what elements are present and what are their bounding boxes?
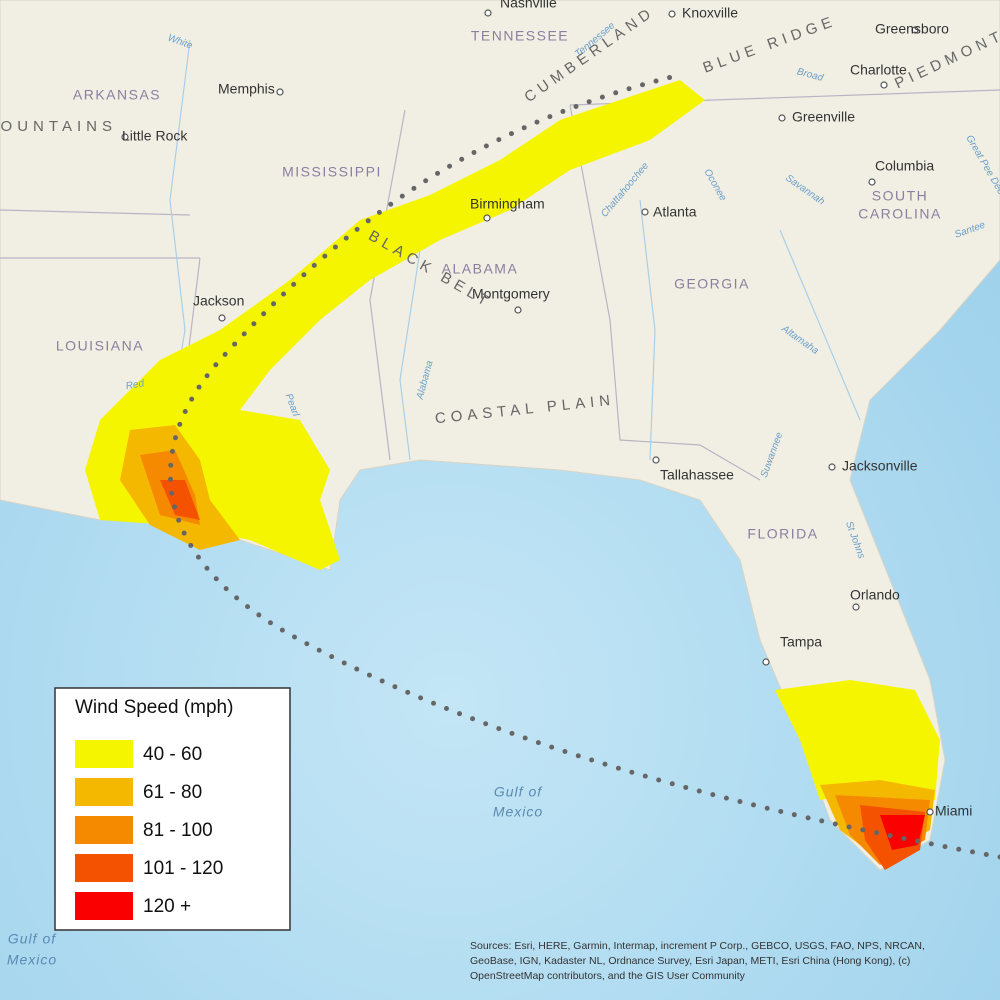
legend-swatch	[75, 892, 133, 920]
city-dot	[668, 10, 676, 18]
water-label: Mexico	[493, 804, 543, 820]
city-dot	[852, 603, 860, 611]
legend-swatch	[75, 740, 133, 768]
attribution-line: GeoBase, IGN, Kadaster NL, Ordnance Surv…	[470, 955, 910, 967]
state-label: MISSISSIPPI	[282, 164, 382, 180]
state-label: FLORIDA	[747, 526, 818, 542]
state-label: CAROLINA	[858, 206, 942, 222]
state-label: SOUTH	[872, 188, 929, 204]
legend-box	[54, 687, 291, 931]
legend-swatch	[75, 816, 133, 844]
city-dot	[218, 314, 226, 322]
city-label: Memphis	[218, 81, 275, 97]
state-label: TENNESSEE	[471, 28, 569, 44]
swath-40-60	[85, 80, 705, 570]
hurricane-track	[168, 72, 1000, 860]
city-dot	[868, 178, 876, 186]
city-dot	[828, 463, 836, 471]
wind-swath	[85, 80, 940, 870]
city-label: Charlotte	[850, 62, 907, 78]
city-dot	[880, 81, 888, 89]
city-dot	[926, 808, 934, 816]
city-dot	[652, 456, 660, 464]
swath-fl-120	[880, 815, 925, 850]
land	[0, 0, 1000, 871]
legend-title: Wind Speed (mph)	[75, 697, 233, 718]
legend-label: 101 - 120	[143, 858, 223, 879]
state-label: LOUISIANA	[56, 338, 144, 354]
attribution-line: OpenStreetMap contributors, and the GIS …	[470, 970, 746, 982]
city-label: Nashville	[500, 0, 557, 11]
legend-swatch	[75, 778, 133, 806]
swath-101-120	[160, 480, 200, 520]
city-label: Atlanta	[653, 204, 697, 220]
city-dot	[121, 133, 129, 141]
water-label: Gulf of	[8, 931, 57, 947]
city-label: Greensboro	[875, 21, 949, 37]
city-label: Orlando	[850, 587, 900, 603]
attribution-line: Sources: Esri, HERE, Garmin, Intermap, i…	[470, 940, 925, 952]
city-label: Columbia	[875, 158, 934, 174]
city-label: Tallahassee	[660, 467, 734, 483]
city-dot	[762, 658, 770, 666]
state-label: ALABAMA	[442, 261, 519, 277]
city-dot	[483, 214, 491, 222]
attribution: Sources: Esri, HERE, Garmin, Intermap, i…	[470, 940, 925, 982]
state-label: GEORGIA	[674, 276, 750, 292]
city-label: Montgomery	[472, 286, 550, 302]
water-label: Mexico	[7, 952, 57, 968]
legend-label: 120 +	[143, 896, 191, 917]
legend-label: 81 - 100	[143, 820, 213, 841]
city-dot	[276, 88, 284, 96]
river-label: Red	[125, 378, 145, 392]
legend: Wind Speed (mph) 40 - 60 61 - 80 81 - 100 1…	[54, 687, 291, 931]
city-label: Jacksonville	[842, 458, 918, 474]
city-dot	[778, 114, 786, 122]
city-label: Knoxville	[682, 5, 738, 21]
city-label: Miami	[935, 803, 972, 819]
legend-label: 61 - 80	[143, 782, 202, 803]
city-dot	[911, 26, 919, 34]
legend-swatch	[75, 854, 133, 882]
city-label: Birmingham	[470, 196, 545, 212]
water-label: Gulf of	[494, 784, 543, 800]
city-label: Jackson	[193, 293, 244, 309]
swath-fl-40-60	[775, 680, 940, 800]
state-label: ARKANSAS	[73, 87, 161, 103]
city-dot	[484, 9, 492, 17]
city-dot	[514, 306, 522, 314]
legend-label: 40 - 60	[143, 744, 202, 765]
city-label: Greenville	[792, 109, 855, 125]
region-label: MOUNTAINS	[0, 118, 117, 135]
city-label: Tampa	[780, 634, 822, 650]
city-dot	[641, 208, 649, 216]
rivers-lines	[169, 39, 861, 461]
city-label: Little Rock	[122, 128, 188, 144]
